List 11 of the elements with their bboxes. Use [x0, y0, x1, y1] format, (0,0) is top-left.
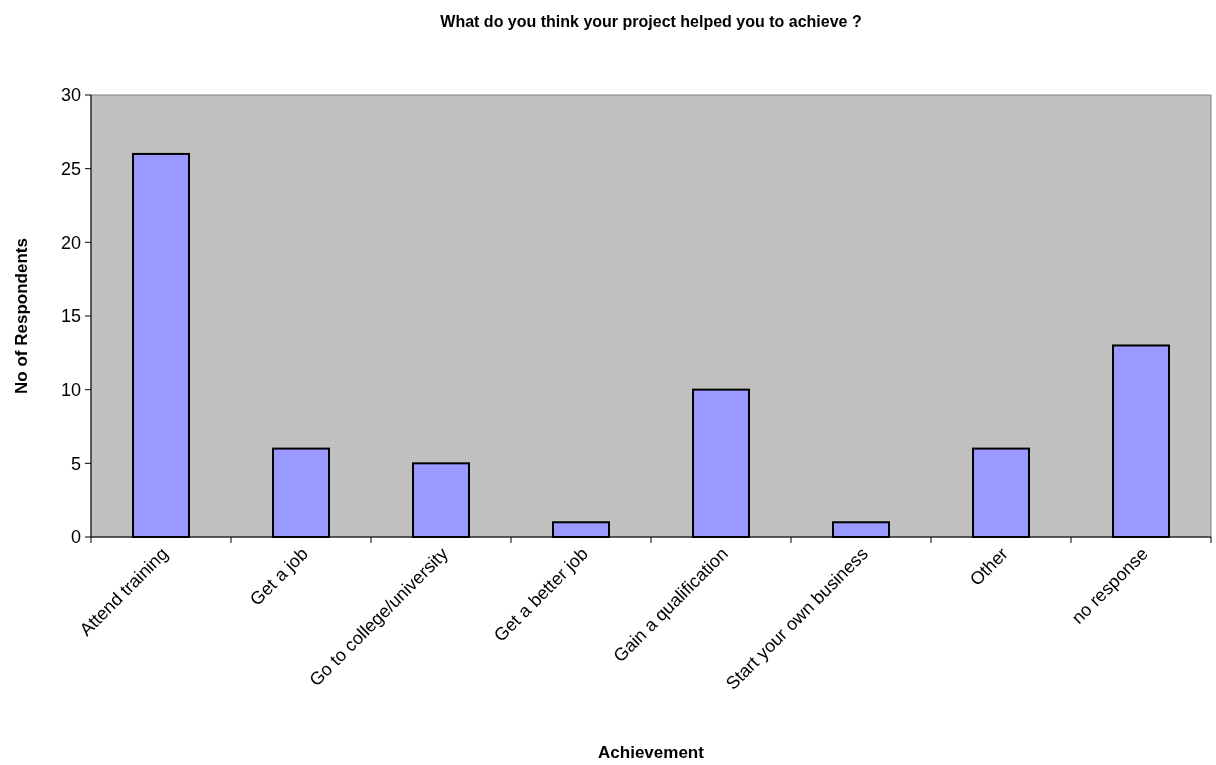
y-tick-label: 25 — [60, 158, 81, 179]
x-axis-title: Achievement — [598, 743, 705, 762]
y-axis-title: No of Respondents — [12, 238, 31, 394]
y-tick-label: 15 — [60, 306, 81, 327]
y-tick-label: 20 — [60, 232, 81, 253]
y-tick-label: 0 — [70, 527, 81, 548]
y-tick-label: 10 — [60, 379, 81, 400]
chart-title: What do you think your project helped you to achieve ? — [440, 13, 862, 30]
x-tick-label: Get a job — [246, 543, 312, 610]
y-tick-label: 5 — [70, 453, 81, 474]
y-tick-label: 30 — [60, 85, 81, 106]
